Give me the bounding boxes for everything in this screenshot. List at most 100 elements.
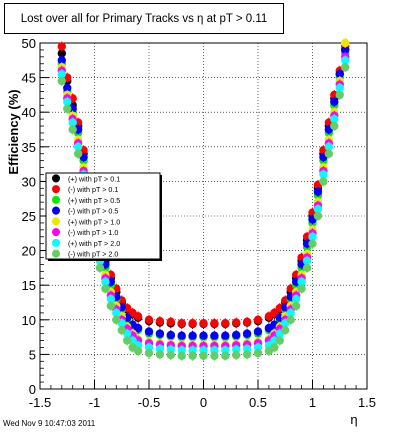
data-point <box>117 325 126 335</box>
data-point <box>155 316 165 326</box>
x-tick-label: 1 <box>309 395 316 410</box>
data-point <box>57 49 66 58</box>
data-point <box>275 336 284 345</box>
data-point <box>270 343 279 352</box>
data-point <box>341 38 350 48</box>
y-tick-label: 40 <box>22 105 36 120</box>
data-point <box>335 90 344 100</box>
data-point <box>313 187 323 196</box>
data-point <box>232 350 241 360</box>
y-tick-label: 50 <box>22 36 36 51</box>
data-point <box>63 97 72 107</box>
data-point <box>155 350 165 359</box>
x-tick-label: 0.5 <box>249 395 267 410</box>
data-point <box>144 327 154 336</box>
legend-label: (+) with pT > 0.5 <box>68 196 120 205</box>
data-point <box>166 350 175 360</box>
x-tick-label: -0.5 <box>138 395 160 410</box>
data-point <box>73 149 83 158</box>
data-point <box>221 331 230 340</box>
data-point <box>330 121 339 131</box>
data-point <box>297 284 306 293</box>
legend-box <box>45 172 161 260</box>
data-point <box>324 149 334 158</box>
data-point <box>341 63 350 72</box>
y-tick-label: 10 <box>22 313 36 328</box>
y-tick-label: 15 <box>22 278 36 293</box>
data-point <box>281 325 290 335</box>
x-tick-label: 0 <box>200 395 207 410</box>
y-axis-label: Efficiency (%) <box>6 89 21 174</box>
data-point <box>210 319 219 328</box>
data-point <box>63 83 72 93</box>
data-point <box>308 239 317 248</box>
data-point <box>188 351 197 360</box>
data-point <box>324 142 334 151</box>
x-tick-label: 1.5 <box>358 395 376 410</box>
axes: -1.5 -1 -0.5 0 0.5 1 1.5 0 5 10 15 20 25 30 35 40 45 50 <box>22 36 377 410</box>
y-tick-label: 35 <box>22 140 36 155</box>
legend-marker <box>52 228 60 237</box>
legend-label: (+) with pT > 2.0 <box>68 239 120 248</box>
data-point <box>308 232 317 241</box>
y-tick-label: 45 <box>22 71 36 86</box>
data-point <box>221 351 230 360</box>
data-point <box>330 97 339 107</box>
legend-marker <box>52 185 60 194</box>
data-point <box>133 323 143 333</box>
data-point <box>63 104 72 113</box>
data-point <box>166 330 175 340</box>
legend-label: (+) with pT > 1.0 <box>68 217 120 226</box>
data-point <box>177 351 186 360</box>
chart-title: Lost over all for Primary Tracks vs η at… <box>4 3 284 34</box>
data-point <box>155 329 165 338</box>
data-point <box>188 319 197 328</box>
data-point <box>57 69 66 79</box>
legend-label: (-) with pT > 2.0 <box>68 250 118 259</box>
data-point <box>291 301 301 311</box>
legend-label: (-) with pT > 0.1 <box>68 185 118 194</box>
legend-marker <box>52 249 60 258</box>
data-point <box>199 319 208 328</box>
data-point <box>330 114 339 124</box>
data-point <box>101 284 110 293</box>
data-point <box>286 315 295 324</box>
data-point <box>242 350 252 359</box>
data-point <box>210 331 219 340</box>
x-tick-label: -1.5 <box>29 395 51 410</box>
data-point <box>68 118 77 127</box>
data-point <box>232 318 241 327</box>
data-point <box>242 329 252 338</box>
legend: (+) with pT > 0.1 (-) with pT > 0.1 (+) wi… <box>45 172 162 261</box>
data-point <box>319 177 328 186</box>
y-tick-label: 5 <box>29 347 36 362</box>
data-point <box>341 56 350 65</box>
data-point <box>242 317 252 327</box>
legend-label: (-) with pT > 0.5 <box>68 207 118 216</box>
data-point <box>253 315 263 324</box>
data-point <box>302 263 312 273</box>
data-point <box>335 83 344 93</box>
y-tick-label: 25 <box>22 209 36 224</box>
data-point <box>253 348 263 358</box>
data-point <box>133 346 143 356</box>
y-tick-label: 0 <box>29 382 36 397</box>
timestamp-footer: Wed Nov 9 10:47:03 2011 <box>3 419 96 428</box>
y-tick-label: 30 <box>22 174 36 189</box>
legend-label: (-) with pT > 1.0 <box>68 228 118 237</box>
data-point <box>253 327 263 336</box>
data-point <box>188 331 197 340</box>
legend-marker <box>52 195 60 204</box>
data-point <box>232 330 241 340</box>
data-point <box>199 351 208 360</box>
data-point <box>106 294 116 304</box>
data-point <box>302 256 312 266</box>
data-point <box>177 319 186 328</box>
data-point <box>166 317 175 327</box>
x-tick-label: -1 <box>89 395 101 410</box>
data-point <box>112 308 121 318</box>
data-point <box>291 294 301 304</box>
data-point <box>297 277 306 286</box>
data-point <box>286 308 295 318</box>
